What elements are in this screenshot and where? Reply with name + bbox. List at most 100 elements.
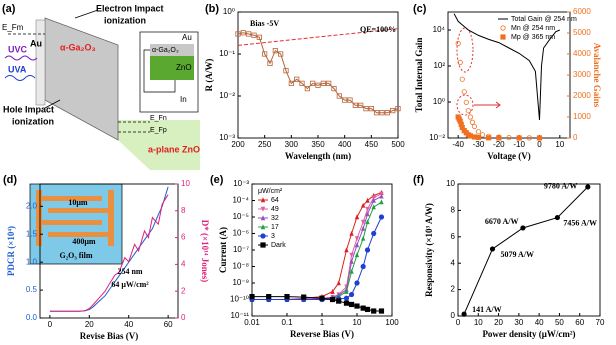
marker [347,97,353,103]
marker [364,247,371,253]
annotation: 10μm [68,198,88,207]
plot-frame [39,183,179,319]
y2-tick-label: 5000 [573,28,591,37]
diagram-label: UVA [8,64,27,74]
x-tick-label: 20 [85,320,94,329]
diagram-label: E_Fm [2,23,24,32]
ga2o3-layer [150,44,194,56]
marker [354,280,360,286]
marker [342,97,348,103]
marker [352,102,358,108]
legend-label: Dark [271,242,286,249]
arrow [74,9,99,19]
marker [368,106,374,112]
x-tick-label: 300 [285,140,299,149]
marker [310,80,316,86]
finger [48,232,108,237]
y-tick-label: 10⁻¹⁰ [230,295,249,304]
marker [378,214,385,220]
marker [520,225,526,231]
marker [251,32,257,38]
x-tick-label: 30 [514,318,523,327]
y-tick-label: 10⁻⁶ [233,229,249,238]
marker [348,291,355,298]
y2-tick-label: 0 [181,313,186,322]
electrode-inset [29,183,123,265]
y2-tick-label: 0 [573,133,578,142]
y-axis-title: Responsivity (×10³ A/W) [424,203,434,297]
x-tick-label: 1 [320,318,325,327]
marker [360,202,366,208]
y-tick-label: 1.0 [26,257,38,266]
finger [42,220,102,225]
diagram-label: E_Fn [150,115,167,122]
marker [384,110,390,116]
x-tick-label: 0.1 [281,318,293,327]
arrow [44,99,61,109]
ga2o3-band [44,17,119,141]
y-tick-label: 10⁴ [433,25,446,34]
marker [461,311,467,317]
marker [536,135,543,141]
marker [371,204,376,210]
legend-label: 64 [271,197,279,204]
diagram-label: In [180,95,187,104]
finger [48,208,108,213]
panel-label: (d) [3,174,17,186]
y-axis-title: Current (A) [218,227,228,273]
marker [315,82,321,88]
marker [365,197,370,203]
y2-tick-label: 1000 [573,112,591,121]
x-tick-label: 10 [474,318,483,327]
y2-tick-label: 4 [181,260,186,269]
marker [354,214,360,220]
annotation: QE=100% [360,25,396,34]
y-tick-label: 10⁻⁵ [233,212,249,221]
marker [475,134,482,140]
finger [42,196,102,201]
value-label: 5079 A/W [500,250,534,259]
marker [349,258,354,264]
marker [256,34,262,40]
marker [379,199,384,205]
guide-ellipse [456,27,474,73]
marker [371,230,377,237]
panel-label: (a) [2,3,16,15]
x-tick-label: 0.01 [244,318,260,327]
x-tick-label: -40 [452,140,464,149]
y-tick-label: 10⁻¹¹ [231,311,250,320]
guide-arrow [474,101,501,109]
panel-label: (b) [205,3,219,15]
marker [260,206,266,212]
diagram-label: Au [182,33,192,42]
y-tick-label: 10⁻² [219,91,235,100]
x-tick-label: 450 [365,140,379,149]
panel-label: (c) [413,3,427,15]
y-tick-label: 10⁻² [429,133,445,142]
x-axis-title: Reverse Bias (V) [290,329,354,339]
y-axis-title: Total Internal Gain [414,38,424,113]
legend-label: 17 [271,224,279,231]
x-tick-label: -10 [513,140,525,149]
marker [343,295,350,301]
marker [364,306,371,313]
legend-label: 49 [271,206,279,213]
marker [363,106,369,112]
x-tick-label: 200 [231,140,245,149]
marker [235,31,241,37]
marker [288,80,294,86]
y-tick-label: 10⁻⁴ [232,196,249,205]
marker [554,214,561,221]
series-line [453,13,560,121]
marker [336,93,342,99]
marker [500,25,506,31]
x-tick-label: 250 [258,140,272,149]
y-tick-label: 10⁻⁸ [233,262,250,271]
diagram-label: α-Ga₂O₃ [60,42,96,52]
marker [354,303,360,309]
x-tick-label: 0 [537,140,542,149]
diagram-label: a-plane ZnO [148,144,200,154]
marker [463,99,469,105]
y-axis-title: PDCR (×10⁴) [6,226,16,276]
legend-label: 32 [271,215,279,222]
